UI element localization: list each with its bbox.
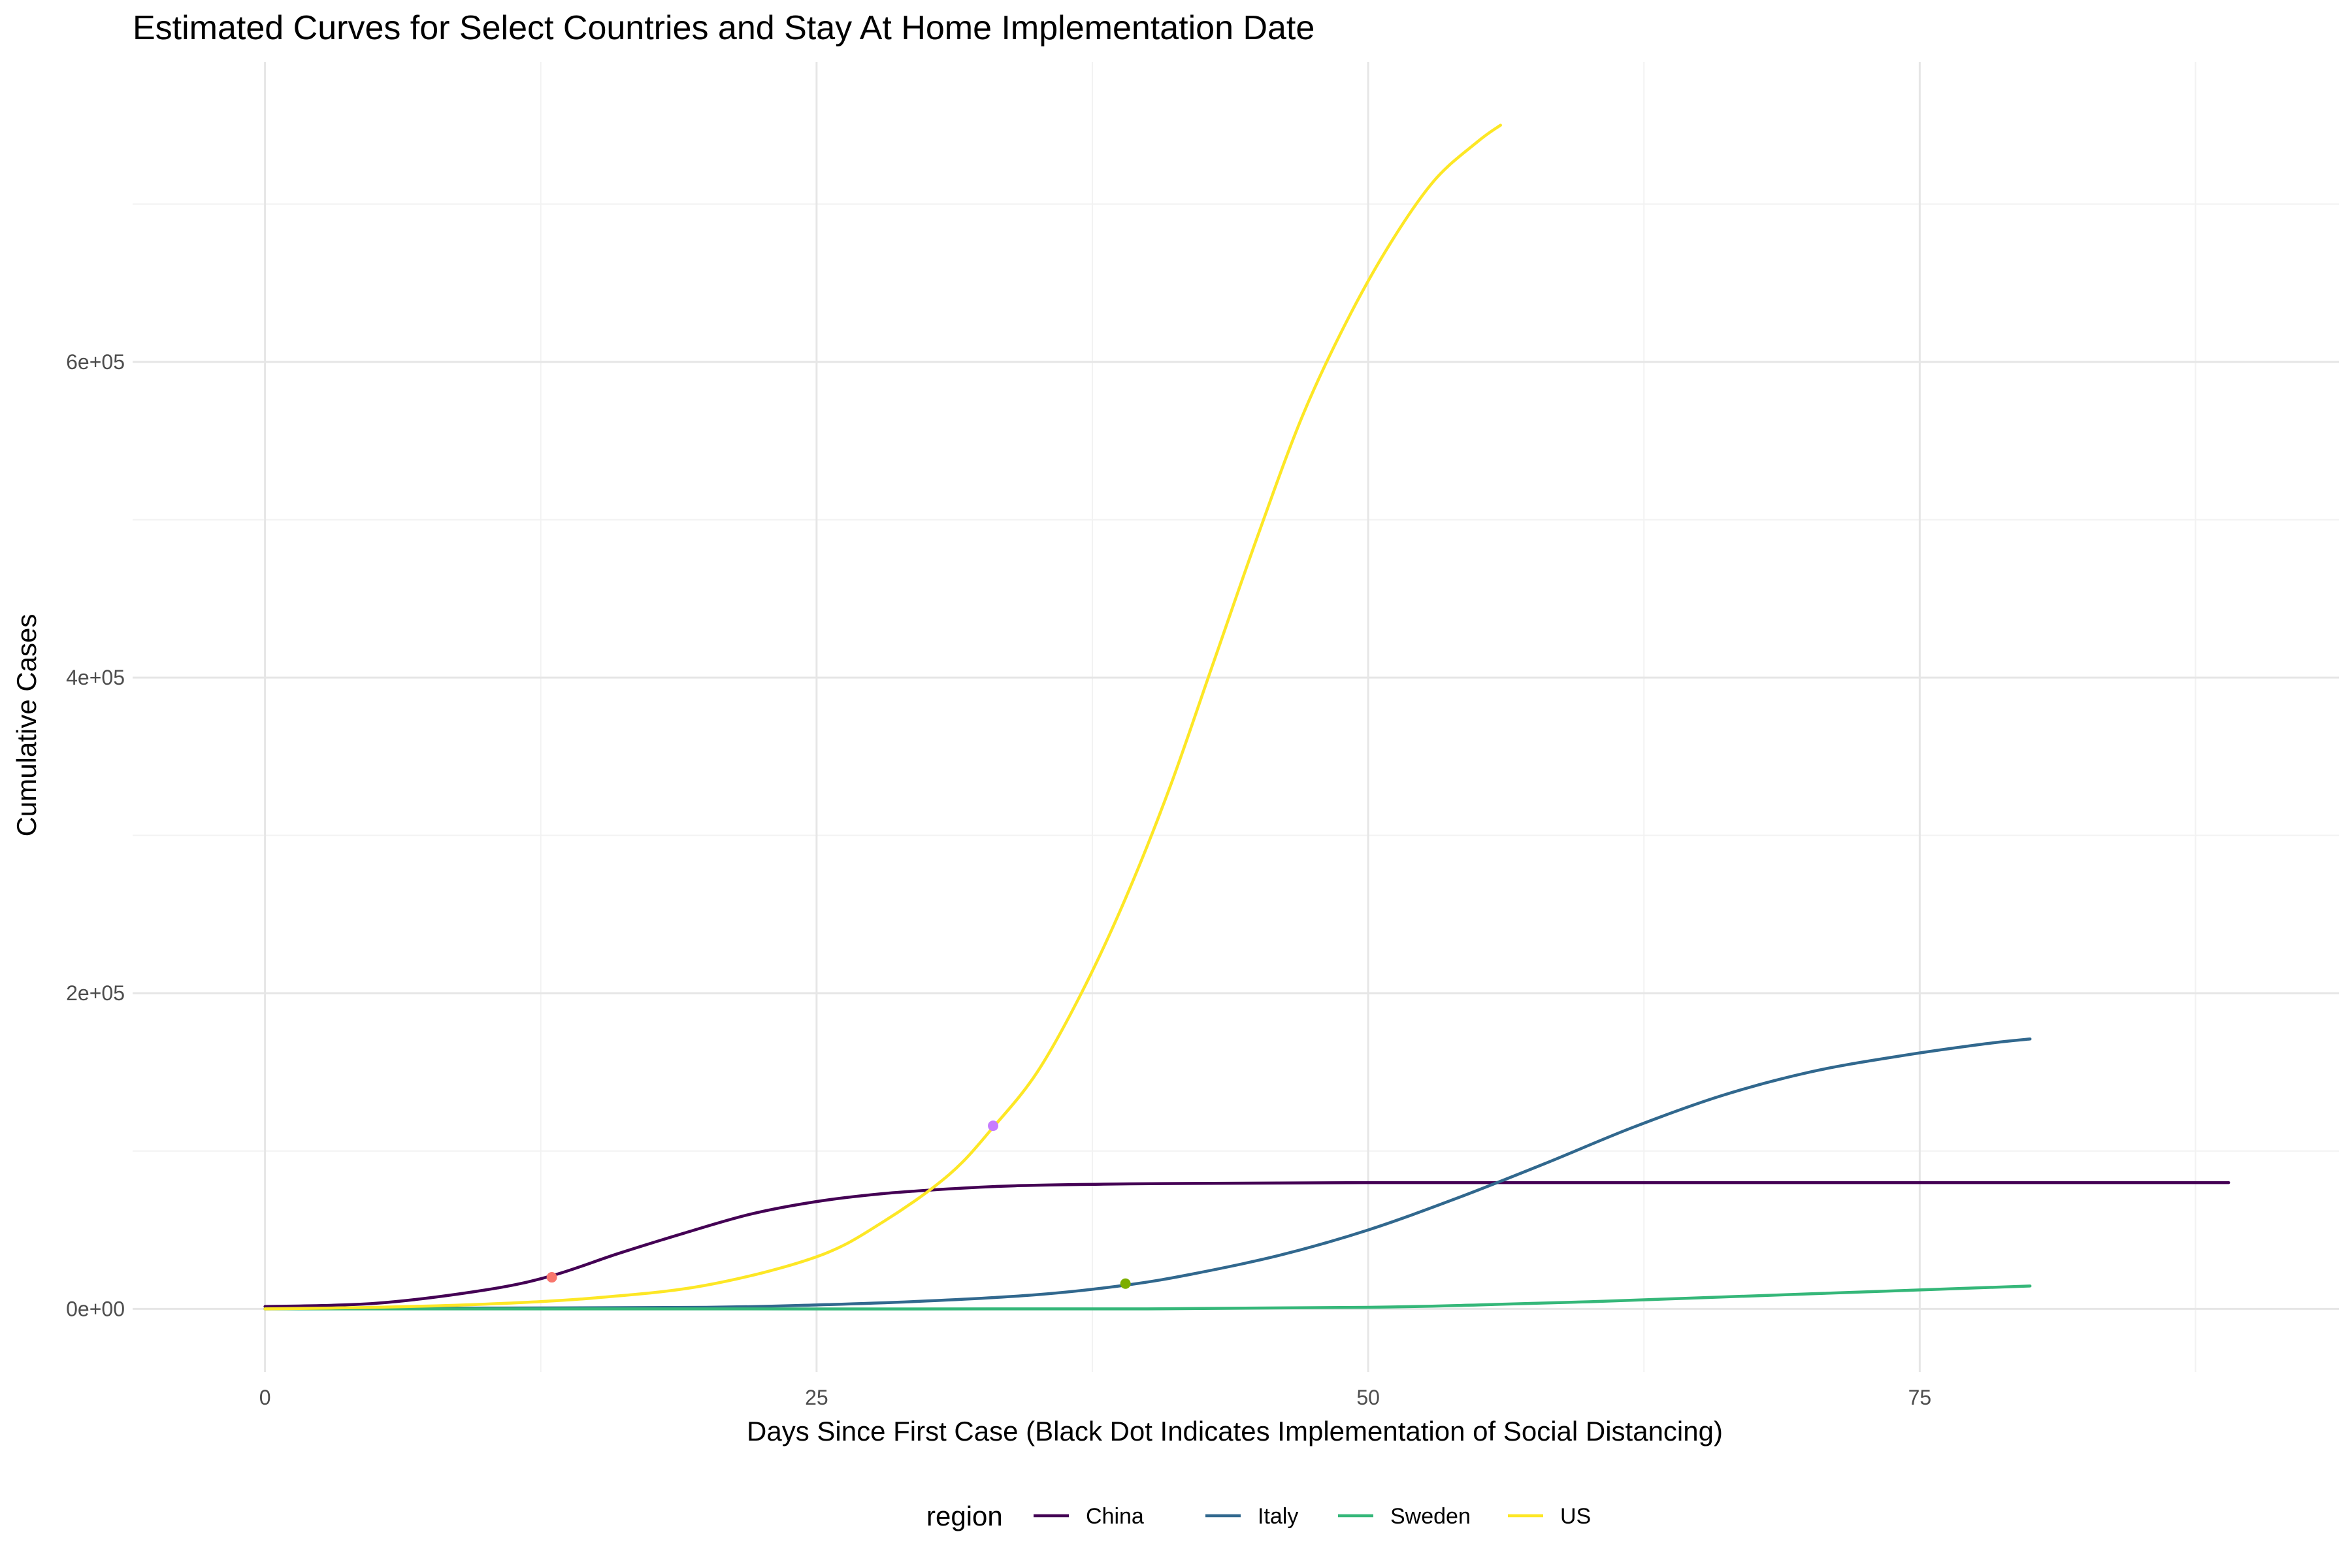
chart-title: Estimated Curves for Select Countries an…: [133, 9, 1315, 47]
series-line-sweden: [263, 1284, 2032, 1311]
legend-label: Sweden: [1390, 1504, 1471, 1529]
series-line-us: [263, 123, 1502, 1311]
x-tick-label: 75: [1908, 1386, 1932, 1409]
y-axis-title: Cumulative Cases: [11, 614, 42, 837]
legend-item-italy: Italy: [1205, 1504, 1298, 1529]
y-tick-label: 6e+05: [66, 350, 125, 374]
marker-layer: [546, 1120, 1131, 1289]
implementation-marker: [546, 1272, 557, 1283]
legend-items: China Italy Sweden US: [1034, 1504, 1591, 1529]
legend: region China Italy Sweden US: [926, 1501, 1591, 1531]
x-tick-label: 50: [1356, 1386, 1380, 1409]
legend-item-sweden: Sweden: [1338, 1504, 1471, 1529]
series-line-china: [263, 1181, 2230, 1308]
y-tick-label: 2e+05: [66, 981, 125, 1005]
legend-label: US: [1560, 1504, 1591, 1529]
x-axis-title: Days Since First Case (Black Dot Indicat…: [747, 1416, 1723, 1446]
series-line-italy: [263, 1037, 2032, 1311]
legend-label: Italy: [1258, 1504, 1298, 1529]
axes: 0 25 50 75 0e+00 2e+05 4e+05 6e+05: [66, 350, 1931, 1409]
x-tick-label: 25: [805, 1386, 828, 1409]
legend-title: region: [926, 1501, 1003, 1531]
legend-label: China: [1086, 1504, 1144, 1529]
grid: [133, 62, 2339, 1372]
legend-item-us: US: [1508, 1504, 1591, 1529]
legend-item-china: China: [1034, 1504, 1144, 1529]
implementation-marker: [988, 1120, 999, 1132]
series-layer: [263, 123, 2230, 1311]
y-tick-label: 4e+05: [66, 666, 125, 689]
x-tick-label: 0: [259, 1386, 271, 1409]
y-tick-label: 0e+00: [66, 1297, 125, 1320]
implementation-marker: [1120, 1278, 1131, 1289]
